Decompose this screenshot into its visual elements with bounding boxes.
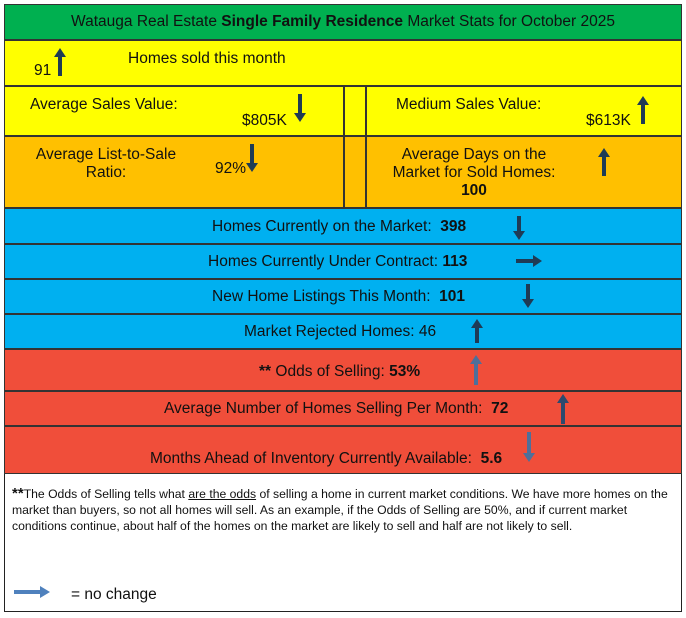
avg-sales-spacer: [344, 86, 366, 136]
arrow-right-icon: [516, 255, 542, 267]
arrow-down-icon: [523, 432, 535, 462]
medium-sales-label: Medium Sales Value:: [396, 96, 542, 113]
arrow-up-icon: [471, 319, 483, 343]
under-contract-text: Homes Currently Under Contract: 113: [208, 253, 468, 270]
list-to-sale-cell: [4, 136, 344, 208]
avg-sales-label: Average Sales Value:: [30, 96, 178, 113]
arrow-up-icon: [54, 48, 66, 76]
on-market-row: [4, 208, 682, 244]
list-to-sale-value: 92%: [215, 160, 247, 177]
homes-sold-row: [4, 40, 682, 86]
arrow-down-icon: [294, 94, 306, 122]
homes-sold-label: Homes sold this month: [128, 50, 286, 67]
odds-row: [4, 349, 682, 391]
avg-selling-text: Average Number of Homes Selling Per Mont…: [164, 400, 509, 417]
months-inventory-text: Months Ahead of Inventory Currently Avai…: [150, 450, 503, 467]
days-on-market-cell: [366, 136, 682, 208]
avg-selling-row: [4, 391, 682, 426]
under-contract-row: [4, 244, 682, 279]
arrow-down-icon: [246, 144, 258, 172]
header-title: Watauga Real Estate Single Family Reside…: [71, 13, 615, 30]
new-listings-text: New Home Listings This Month: 101: [212, 288, 466, 305]
months-inventory-row: [4, 426, 682, 474]
rejected-text: Market Rejected Homes: 46: [244, 323, 437, 340]
medium-sales-value: $613K: [586, 112, 631, 129]
arrow-up-icon: [557, 394, 569, 424]
avg-sales-value: $805K: [242, 112, 287, 129]
homes-sold-value: 91: [34, 62, 52, 79]
rejected-row: [4, 314, 682, 349]
list-to-sale-label: Average List-to-Sale Ratio:: [35, 146, 177, 181]
on-market-text: Homes Currently on the Market: 398: [212, 218, 467, 235]
medium-sales-cell: [366, 86, 682, 136]
arrow-down-icon: [522, 284, 534, 308]
avg-sales-cell: [4, 86, 344, 136]
arrow-up-icon: [470, 355, 482, 385]
odds-text: ** Odds of Selling: 53%: [259, 363, 421, 380]
header-row: [4, 4, 682, 40]
odds-footnote: **The Odds of Selling tells what are the…: [12, 485, 668, 534]
arrow-right-icon: [14, 586, 50, 598]
days-on-market-label: Average Days on the Market for Sold Home…: [392, 146, 556, 199]
list-to-sale-spacer: [344, 136, 366, 208]
legend-no-change: = no change: [71, 586, 157, 603]
arrow-up-icon: [637, 96, 649, 124]
arrow-up-icon: [598, 148, 610, 176]
arrow-down-icon: [513, 216, 525, 240]
new-listings-row: [4, 279, 682, 314]
